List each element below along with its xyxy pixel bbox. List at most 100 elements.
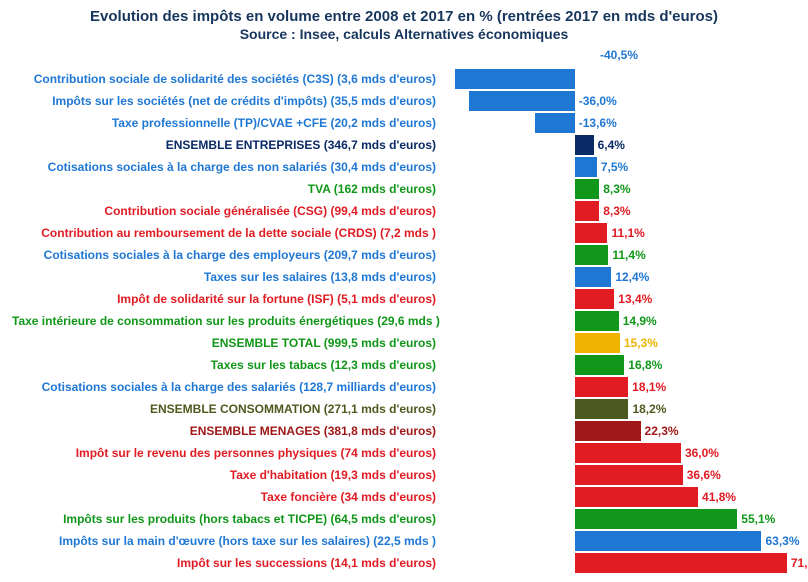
- bar-area: 63,3%: [442, 530, 796, 552]
- bar: [575, 267, 612, 287]
- bar-row: Taxe professionnelle (TP)/CVAE +CFE (20,…: [12, 112, 796, 134]
- bar-value: 71,9%: [791, 556, 808, 570]
- bar-label: Contribution au remboursement de la dett…: [12, 226, 442, 240]
- bar-area: 15,3%: [442, 332, 796, 354]
- chart-subtitle: Source : Insee, calculs Alternatives éco…: [12, 26, 796, 42]
- bar-label: Impôt de solidarité sur la fortune (ISF)…: [12, 292, 442, 306]
- bar-area: -36,0%: [442, 90, 796, 112]
- bar-area: 14,9%: [442, 310, 796, 332]
- bar-label: Taxe intérieure de consommation sur les …: [12, 314, 442, 328]
- bar: [455, 69, 574, 89]
- bar-row: Impôt de solidarité sur la fortune (ISF)…: [12, 288, 796, 310]
- chart-title: Evolution des impôts en volume entre 200…: [12, 8, 796, 26]
- bar-label: Impôts sur les sociétés (net de crédits …: [12, 94, 442, 108]
- bar-row: ENSEMBLE ENTREPRISES (346,7 mds d'euros)…: [12, 134, 796, 156]
- bar-label: ENSEMBLE TOTAL (999,5 mds d'euros): [12, 336, 442, 350]
- bar: [575, 311, 619, 331]
- bar-value: 22,3%: [645, 424, 679, 438]
- bar-value: 18,1%: [632, 380, 666, 394]
- bar-value: 12,4%: [615, 270, 649, 284]
- bar-value: 8,3%: [603, 182, 630, 196]
- bar-label: Impôts sur les produits (hors tabacs et …: [12, 512, 442, 526]
- bar-area: 11,1%: [442, 222, 796, 244]
- bar-row: Taxe d'habitation (19,3 mds d'euros)36,6…: [12, 464, 796, 486]
- bar-value: 11,4%: [612, 248, 645, 262]
- bar-label: Contribution sociale généralisée (CSG) (…: [12, 204, 442, 218]
- bar-label: Taxes sur les tabacs (12,3 mds d'euros): [12, 358, 442, 372]
- bar-row: ENSEMBLE TOTAL (999,5 mds d'euros)15,3%: [12, 332, 796, 354]
- bar-value: 41,8%: [702, 490, 736, 504]
- bar-label: Impôt sur le revenu des personnes physiq…: [12, 446, 442, 460]
- bar: [575, 421, 641, 441]
- bar: [575, 333, 620, 353]
- bar-chart: Contribution sociale de solidarité des s…: [12, 46, 796, 574]
- bar-row: Taxes sur les salaires (13,8 mds d'euros…: [12, 266, 796, 288]
- bar-label: ENSEMBLE ENTREPRISES (346,7 mds d'euros): [12, 138, 442, 152]
- bar-area: -13,6%: [442, 112, 796, 134]
- bar-label: ENSEMBLE MENAGES (381,8 mds d'euros): [12, 424, 442, 438]
- bar-label: Cotisations sociales à la charge des sal…: [12, 380, 442, 394]
- bar-area: 13,4%: [442, 288, 796, 310]
- bar: [575, 201, 599, 221]
- bar-label: Impôt sur les successions (14,1 mds d'eu…: [12, 556, 442, 570]
- bar: [575, 487, 698, 507]
- bar-row: Taxes sur les tabacs (12,3 mds d'euros) 1…: [12, 354, 796, 376]
- bar-area: 71,9%: [442, 552, 796, 574]
- bar-row: Cotisations sociales à la charge des non…: [12, 156, 796, 178]
- bar-label: Contribution sociale de solidarité des s…: [12, 72, 442, 86]
- bar-area: 8,3%: [442, 178, 796, 200]
- bar: [469, 91, 575, 111]
- bar-label: Cotisations sociales à la charge des non…: [12, 160, 442, 174]
- bar-value: 14,9%: [623, 314, 657, 328]
- bar-value: 7,5%: [601, 160, 628, 174]
- bar: [575, 553, 787, 573]
- bar: [575, 245, 609, 265]
- bar: [575, 179, 599, 199]
- bar-label: Taxes sur les salaires (13,8 mds d'euros…: [12, 270, 442, 284]
- bar-value: 16,8%: [628, 358, 662, 372]
- bar-row: Impôts sur les sociétés (net de crédits …: [12, 90, 796, 112]
- bar-row: ENSEMBLE CONSOMMATION (271,1 mds d'euros…: [12, 398, 796, 420]
- bar-value: -40,5%: [600, 48, 638, 62]
- bar-row: Contribution sociale généralisée (CSG) (…: [12, 200, 796, 222]
- bar-value: 8,3%: [603, 204, 630, 218]
- bar-area: 36,6%: [442, 464, 796, 486]
- bar: [575, 289, 615, 309]
- bar: [575, 157, 597, 177]
- bar-value: -36,0%: [579, 94, 617, 108]
- bar-area: 55,1%: [442, 508, 796, 530]
- bar-area: 7,5%: [442, 156, 796, 178]
- bar-area: 41,8%: [442, 486, 796, 508]
- bar-area: 8,3%: [442, 200, 796, 222]
- bar: [535, 113, 575, 133]
- bar-label: Impôts sur la main d'œuvre (hors taxe su…: [12, 534, 442, 548]
- bar: [575, 377, 628, 397]
- bar-area: -40,5%: [442, 68, 796, 90]
- bar: [575, 399, 629, 419]
- bar-row: TVA (162 mds d'euros) 8,3%: [12, 178, 796, 200]
- bar-row: Impôts sur la main d'œuvre (hors taxe su…: [12, 530, 796, 552]
- bar-area: 18,2%: [442, 398, 796, 420]
- bar-area: 36,0%: [442, 442, 796, 464]
- bar: [575, 135, 594, 155]
- bar-row: Cotisations sociales à la charge des emp…: [12, 244, 796, 266]
- bar-value: 18,2%: [632, 402, 666, 416]
- bar: [575, 531, 762, 551]
- bar-row: Impôt sur le revenu des personnes physiq…: [12, 442, 796, 464]
- bar-value: 63,3%: [765, 534, 799, 548]
- bar-label: ENSEMBLE CONSOMMATION (271,1 mds d'euros…: [12, 402, 442, 416]
- bar-row: Taxe foncière (34 mds d'euros)41,8%: [12, 486, 796, 508]
- bar-area: 18,1%: [442, 376, 796, 398]
- bar-row: Contribution sociale de solidarité des s…: [12, 68, 796, 90]
- bar-value: -13,6%: [579, 116, 617, 130]
- bar-label: TVA (162 mds d'euros): [12, 182, 442, 196]
- bar: [575, 223, 608, 243]
- bar-value: 55,1%: [741, 512, 775, 526]
- bar-row: Contribution au remboursement de la dett…: [12, 222, 796, 244]
- bar-value: 36,0%: [685, 446, 719, 460]
- bar-value: 13,4%: [618, 292, 652, 306]
- bar-row: Taxe intérieure de consommation sur les …: [12, 310, 796, 332]
- bar-value: 36,6%: [687, 468, 721, 482]
- bar-area: 11,4%: [442, 244, 796, 266]
- bar-row: Impôt sur les successions (14,1 mds d'eu…: [12, 552, 796, 574]
